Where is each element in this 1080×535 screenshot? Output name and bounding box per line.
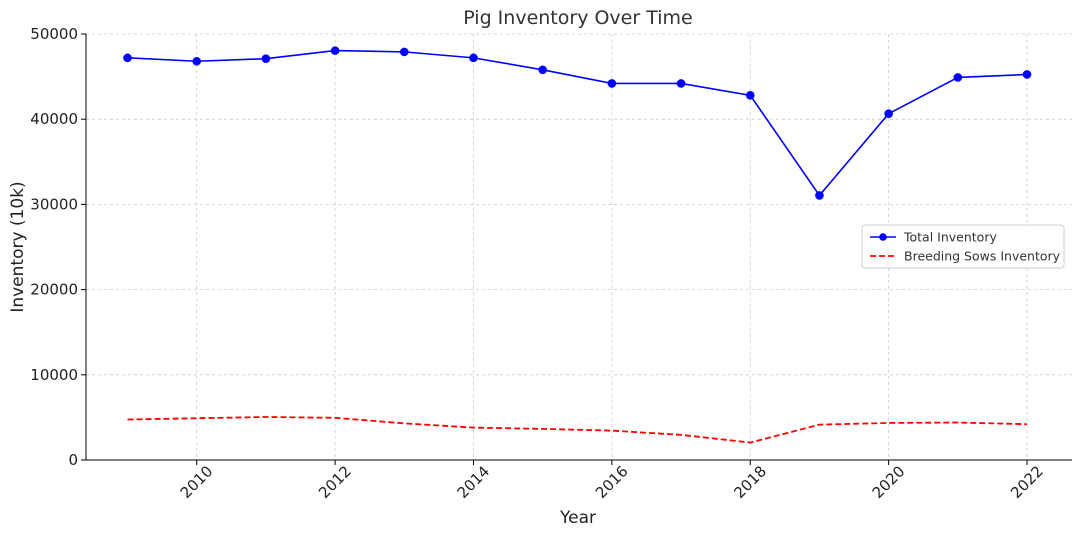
- legend-box: [861, 224, 1065, 269]
- series-breeding-sows-inventory: [127, 416, 1028, 444]
- data-point: [538, 65, 547, 75]
- data-point: [261, 54, 271, 64]
- y-tick-label: 30000: [30, 195, 78, 213]
- y-tick-label: 10000: [30, 366, 78, 384]
- data-point: [815, 191, 824, 200]
- data-point: [469, 53, 478, 63]
- legend-label: Breeding Sows Inventory: [904, 249, 1061, 264]
- x-tick-label: 2016: [592, 462, 632, 502]
- x-tick-label: 2020: [869, 462, 909, 502]
- x-axis-title: Year: [559, 508, 596, 528]
- series-total-inventory: [123, 46, 1032, 200]
- y-ticks: 0 10000 20000 30000 40000 50000: [30, 25, 86, 469]
- data-point: [399, 47, 409, 57]
- data-point: [676, 79, 686, 88]
- x-tick-label: 2010: [177, 462, 217, 502]
- x-tick-label: 2022: [1007, 462, 1047, 502]
- data-point: [330, 46, 340, 55]
- x-tick-label: 2018: [730, 462, 770, 502]
- data-point: [192, 56, 202, 66]
- grid: [86, 33, 1072, 461]
- x-tick-label: 2014: [454, 462, 494, 502]
- x-ticks: 2010 2012 2014 2016 2018 2020 2022: [177, 460, 1047, 502]
- y-axis-title: Inventory (10k): [8, 181, 28, 312]
- legend-items: Total Inventory Breeding Sows Inventory: [870, 230, 1061, 264]
- legend-marker: [879, 233, 887, 241]
- y-tick-label: 0: [68, 451, 78, 469]
- y-tick-label: 50000: [30, 25, 78, 43]
- data-point: [123, 53, 132, 63]
- axes: [85, 34, 1072, 461]
- legend: Total Inventory Breeding Sows Inventory: [861, 224, 1065, 269]
- series: [123, 46, 1032, 444]
- chart-title: Pig Inventory Over Time: [463, 7, 692, 29]
- legend-label: Total Inventory: [903, 230, 997, 245]
- data-point: [884, 109, 893, 118]
- data-point: [607, 79, 617, 88]
- data-point: [953, 73, 963, 82]
- y-tick-label: 20000: [30, 281, 78, 299]
- y-tick-label: 40000: [30, 110, 78, 128]
- data-point: [745, 91, 755, 100]
- x-tick-label: 2012: [315, 462, 355, 502]
- series-line: [127, 49, 1028, 197]
- data-point: [1022, 70, 1032, 79]
- series-line: [127, 416, 1028, 444]
